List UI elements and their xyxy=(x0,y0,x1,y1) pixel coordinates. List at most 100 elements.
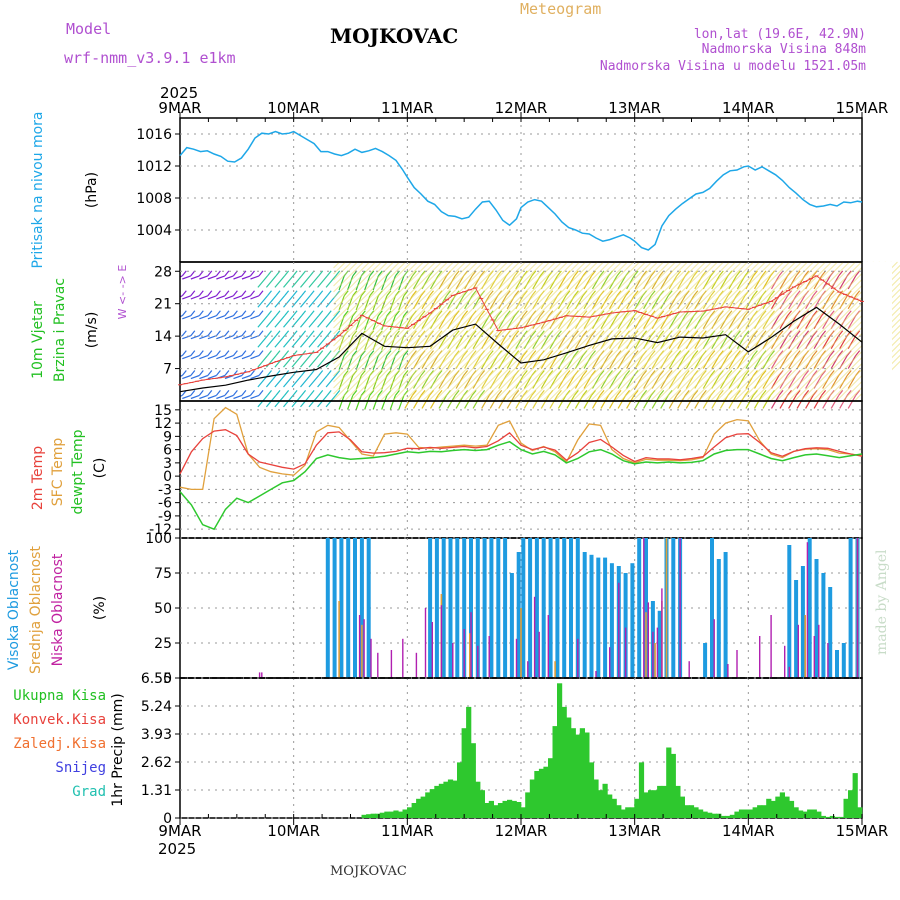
wind-shade-stripe xyxy=(831,330,900,401)
wind-barb xyxy=(182,335,191,340)
wind-barb-flag xyxy=(471,330,477,337)
wind-barb-flag xyxy=(377,310,383,317)
wind-shade-stripe xyxy=(555,261,694,401)
wind-barb-flag xyxy=(241,270,247,277)
low-cloud-bar xyxy=(647,602,649,678)
wind-barb xyxy=(668,375,678,389)
wind-barb-flag xyxy=(846,390,852,396)
wind-barb xyxy=(274,355,286,368)
cloud-ytick-label: 75 xyxy=(154,566,172,582)
wind-barb-flag xyxy=(744,390,750,396)
wind-barb-flag xyxy=(701,310,707,317)
wind-barb xyxy=(498,355,507,369)
wind-barb-flag xyxy=(608,370,613,376)
wind-barb xyxy=(455,335,465,349)
wind-shade-stripe xyxy=(363,261,502,401)
legend-snow: Snijeg xyxy=(55,760,106,776)
high-cloud-bar xyxy=(609,563,614,678)
wind-barb-flag xyxy=(343,370,349,376)
wind-barb-flag xyxy=(232,310,238,317)
wind-barb xyxy=(626,275,635,290)
wind-barb-flag xyxy=(616,390,622,396)
wind-barb xyxy=(591,295,601,310)
top-day-label: 12MAR xyxy=(495,99,548,117)
wind-barb-flag xyxy=(812,370,818,376)
wind-barb-flag xyxy=(377,370,383,376)
pressure-ytick-label: 1016 xyxy=(136,127,172,143)
wind-shade-stripe xyxy=(735,261,874,401)
wind-barb xyxy=(216,355,226,360)
precip-bar xyxy=(779,792,785,818)
bottom-day-label: 11MAR xyxy=(381,822,434,840)
wind-barb-flag xyxy=(267,290,272,297)
wind-shade-stripe xyxy=(537,261,676,401)
precip-bar xyxy=(416,798,422,818)
wind-barb xyxy=(355,335,362,351)
high-cloud-bar xyxy=(623,573,628,678)
high-cloud-bar xyxy=(644,538,648,678)
wind-barb-flag xyxy=(360,290,366,297)
wind-barb-flag xyxy=(386,350,392,356)
wind-barb-flag xyxy=(727,370,733,376)
wind-shade-stripe xyxy=(381,261,520,401)
wind-barb-flag xyxy=(437,310,443,317)
precip-bar xyxy=(752,807,758,818)
wind-barb xyxy=(532,395,541,409)
wind-barb-flag xyxy=(275,390,281,396)
wind-shade-stripe xyxy=(561,261,700,401)
wind-barb xyxy=(719,315,729,329)
wind-barb-flag xyxy=(642,390,648,396)
wind-barb-flag xyxy=(565,290,571,297)
wind-barb-flag xyxy=(625,290,631,297)
top-day-label: 9MAR xyxy=(158,99,201,117)
wind-unit: (m/s) xyxy=(84,312,100,349)
wind-barb-flag xyxy=(846,310,852,317)
wind-barb-flag xyxy=(488,370,494,376)
precip-bar xyxy=(602,783,608,818)
wind-barb xyxy=(347,275,354,291)
wind-barb-flag xyxy=(693,390,699,396)
top-day-label: 10MAR xyxy=(267,99,320,117)
wind-barb-flag xyxy=(778,290,784,297)
wind-barb xyxy=(668,395,678,409)
wind-barb-flag xyxy=(215,350,221,356)
wind-barb xyxy=(182,295,192,300)
precip-bar xyxy=(566,717,572,818)
low-cloud-bar xyxy=(784,645,786,678)
wind-barb xyxy=(489,355,499,369)
wind-barb-flag xyxy=(224,310,230,317)
wind-barb xyxy=(199,335,209,340)
wind-barb-flag xyxy=(369,330,375,337)
wind-barb xyxy=(660,395,669,409)
high-cloud-bar xyxy=(455,538,460,678)
wind-barb xyxy=(788,335,797,349)
mid-cloud-bar xyxy=(554,661,556,678)
precip-bar xyxy=(738,809,745,818)
wind-barb xyxy=(241,394,251,400)
wind-barb-flag xyxy=(616,290,622,297)
wind-barb xyxy=(190,394,200,400)
wind-barb-flag xyxy=(855,290,861,297)
mid-cloud-bar xyxy=(469,633,471,678)
high-cloud-bar xyxy=(800,566,805,678)
wind-shade-stripe xyxy=(333,261,448,377)
wind-barb xyxy=(224,355,234,360)
top-day-label: 13MAR xyxy=(608,99,661,117)
wind-barb-flag xyxy=(684,370,690,376)
wind-barb xyxy=(389,395,396,410)
precip-panel: 0 1.31 2.62 3.93 5.24 6.55 xyxy=(141,671,863,827)
wind-barb-flag xyxy=(241,310,247,317)
wind-barb xyxy=(498,295,507,310)
high-cloud-bar xyxy=(516,552,521,678)
low-cloud-bar xyxy=(470,612,472,678)
wind-barb xyxy=(523,275,533,290)
wind-barb-flag xyxy=(301,310,307,317)
wind-barb-flag xyxy=(318,310,324,317)
wind-dir-legend: W <- -> E xyxy=(116,265,129,320)
wind-shade-stripe xyxy=(375,261,514,401)
wind-barb-flag xyxy=(224,270,230,277)
wind-shade-stripe xyxy=(387,261,526,401)
wind-shade-stripe xyxy=(333,261,382,311)
wind-barb xyxy=(283,355,294,368)
wind-barb xyxy=(381,295,388,311)
